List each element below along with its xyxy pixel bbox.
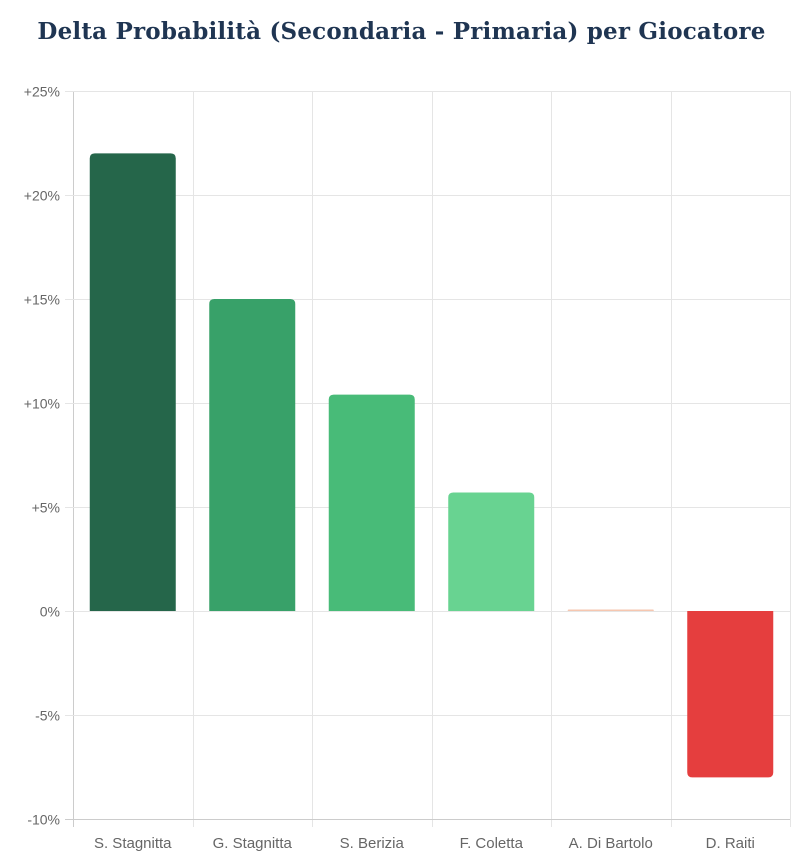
bar-g-stagnitta[interactable] — [209, 299, 296, 611]
grid-lines — [65, 91, 791, 827]
bar-d-raiti[interactable] — [687, 611, 774, 778]
x-tick-label: F. Coletta — [460, 835, 524, 852]
bar-f-coletta[interactable] — [448, 492, 535, 611]
x-axis-labels: S. Stagnitta G. Stagnitta S. Berizia F. Col… — [94, 835, 755, 852]
bars — [89, 153, 774, 778]
bar-s-stagnitta[interactable] — [89, 153, 176, 611]
bar-a-di-bartolo[interactable] — [567, 609, 654, 612]
y-tick-label: +15% — [24, 292, 60, 308]
x-tick-label: A. Di Bartolo — [569, 835, 653, 852]
y-tick-label: +5% — [32, 500, 60, 516]
x-tick-label: S. Berizia — [340, 835, 405, 852]
chart-title: Delta Probabilità (Secondaria - Primaria… — [37, 18, 766, 45]
y-tick-label: -5% — [35, 708, 60, 724]
y-tick-label: -10% — [27, 812, 60, 828]
x-tick-label: D. Raiti — [706, 835, 755, 852]
y-tick-label: 0% — [40, 604, 60, 620]
x-tick-label: S. Stagnitta — [94, 835, 172, 852]
x-tick-label: G. Stagnitta — [213, 835, 293, 852]
bar-s-berizia[interactable] — [328, 394, 415, 611]
y-tick-label: +20% — [24, 188, 60, 204]
y-tick-label: +10% — [24, 396, 60, 412]
y-tick-label: +25% — [24, 84, 60, 100]
y-axis-ticks: +25% +20% +15% +10% +5% 0% -5% -10% — [24, 84, 60, 828]
